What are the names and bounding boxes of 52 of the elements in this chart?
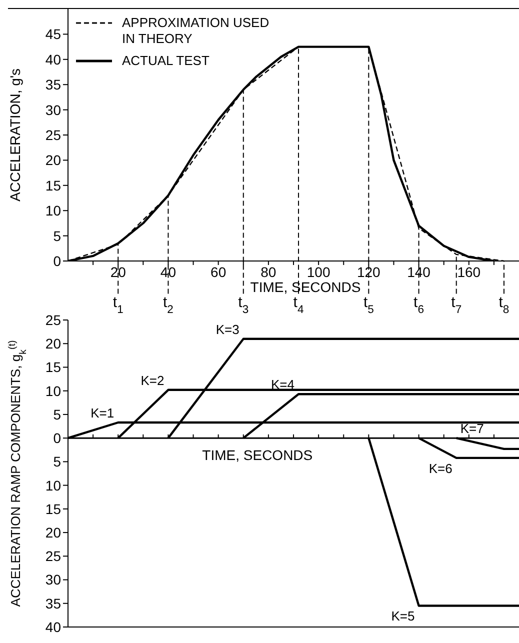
ref-line-label: t$_{5}$	[363, 294, 374, 316]
x-axis-title: TIME, SECONDS	[250, 278, 361, 295]
y-tick-label: 35	[45, 76, 62, 93]
x-tick-label: 20	[110, 264, 126, 280]
legend-label: ACTUAL TEST	[122, 53, 210, 69]
y-tick-label: 5	[53, 454, 62, 470]
series-label: K=2	[140, 372, 164, 388]
series-label: K=6	[428, 460, 452, 476]
series-label: K=3	[216, 322, 240, 337]
y-tick-label: 5	[53, 406, 62, 422]
y-tick-label: 25	[45, 126, 62, 143]
y-tick-label: 35	[45, 595, 62, 612]
y-tick-label: 10	[45, 202, 62, 219]
y-tick-label: 20	[45, 152, 62, 168]
series-label: K=4	[271, 377, 295, 392]
y-tick-label: 10	[45, 382, 62, 399]
y-tick-label: 15	[45, 177, 62, 194]
y-axis-title: ACCELERATION, g's	[7, 68, 23, 202]
y-tick-label: 40	[45, 618, 62, 635]
x-tick-label: 80	[260, 264, 276, 280]
ref-line-label: t$_{6}$	[414, 294, 424, 316]
legend-label: APPROXIMATION USED IN THEORY	[122, 15, 270, 47]
y-tick-label: 0	[53, 430, 62, 446]
y-tick-label: 25	[45, 548, 62, 564]
y-tick-label: 15	[45, 500, 62, 517]
x-tick-label: 140	[407, 264, 431, 280]
y-tick-label: 30	[45, 102, 62, 118]
x-tick-label: 60	[210, 264, 226, 280]
x-tick-label: 160	[457, 264, 481, 280]
ref-line-label: t$_{8}$	[498, 294, 510, 316]
y-tick-label: 0	[53, 252, 62, 269]
x-axis-title: TIME, SECONDS	[202, 447, 313, 464]
series-label: K=5	[391, 608, 415, 624]
y-tick-label: 15	[45, 359, 62, 376]
ref-line-label: t$_{3}$	[238, 294, 249, 316]
x-tick-label: 40	[160, 264, 176, 280]
x-tick-label: 100	[306, 264, 330, 280]
ref-line-label: t$_{1}$	[112, 294, 124, 316]
y-tick-label: 5	[53, 228, 62, 244]
y-tick-label: 30	[45, 572, 62, 588]
y-tick-label: 40	[45, 51, 62, 68]
ref-line-label: t$_{4}$	[293, 294, 304, 316]
ref-line-label: t$_{2}$	[163, 294, 174, 316]
y-tick-label: 10	[45, 477, 62, 494]
ref-line-label: t$_{7}$	[451, 294, 462, 316]
x-tick-label: 120	[356, 264, 381, 280]
series-label: K=1	[90, 405, 114, 420]
y-tick-label: 45	[45, 26, 62, 42]
legend-label: K=7	[460, 421, 484, 436]
y-tick-label: 20	[45, 524, 62, 541]
y-tick-label: 20	[45, 336, 62, 352]
y-tick-label: 25	[45, 312, 62, 328]
